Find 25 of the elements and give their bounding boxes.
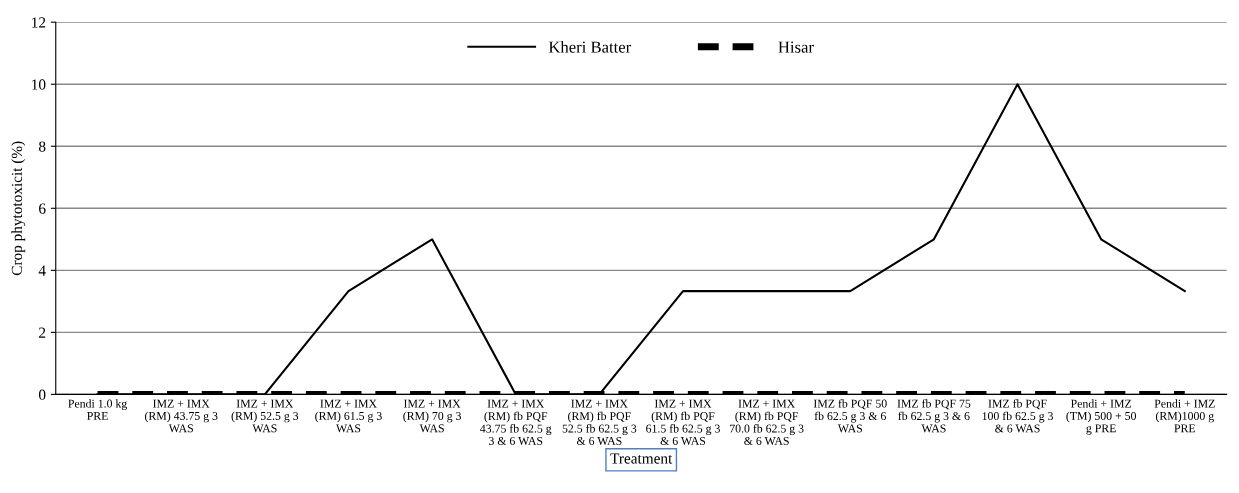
y-tick-label: 0 [38,389,46,400]
x-tick-label: IMZ + IMX (RM) fb PQF 70.0 fb 62.5 g 3 & 6 WAS [730,399,804,445]
x-tick-label: Pendi 1.0 kg PRE [68,399,128,420]
x-axis-title: Treatment [610,453,673,464]
legend-label: Hisar [778,41,814,53]
y-tick-label: 6 [39,203,46,214]
y-axis-title: Crop phytotoxicit (%) [11,141,26,276]
x-tick-label: IMZ fb PQF 100 fb 62.5 g 3 & 6 WAS [982,399,1053,433]
x-tick-label: IMZ + IMX (RM) 43.75 g 3 WAS [144,399,218,433]
legend-label: Kheri Batter [548,41,632,53]
x-tick-label: IMZ + IMX (RM) 70 g 3 WAS [403,399,461,433]
x-tick-label: IMZ + IMX (RM) fb PQF 43.75 fb 62.5 g 3 & 6 WAS [480,399,552,445]
y-tick-label: 4 [38,265,46,276]
x-tick-label: IMZ fb PQF 75 fb 62.5 g 3 & 6 WAS [897,399,971,433]
x-tick-label: IMZ + IMX (RM) fb PQF 52.5 fb 62.5 g 3 & 6 WAS [562,399,637,445]
x-tick-label: IMZ fb PQF 50 fb 62.5 g 3 & 6 WAS [813,399,887,433]
x-tick-label: Pendi + IMZ (TM) 500 + 50 g PRE [1066,399,1137,435]
x-tick-label: Pendi + IMZ (RM)1000 g PRE [1154,399,1215,433]
x-tick-label: IMZ + IMX (RM) 61.5 g 3 WAS [315,399,382,433]
x-tick-label: IMZ + IMX (RM) 52.5 g 3 WAS [231,399,299,433]
y-tick-label: 2 [39,327,46,338]
x-tick-label: IMZ + IMX (RM) fb PQF 61.5 fb 62.5 g 3 & 6 WAS [646,399,720,445]
y-tick-label: 10 [32,79,46,90]
y-tick-label: 12 [32,17,46,28]
y-tick-label: 8 [38,141,46,152]
